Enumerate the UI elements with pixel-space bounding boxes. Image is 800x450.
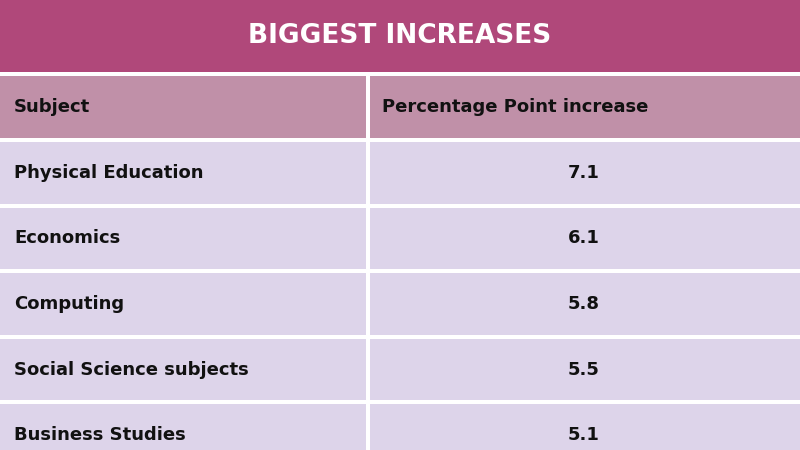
Text: BIGGEST INCREASES: BIGGEST INCREASES <box>248 23 552 49</box>
Bar <box>368 207 800 269</box>
Bar <box>368 273 800 335</box>
Text: 5.5: 5.5 <box>568 360 600 378</box>
Bar <box>0 335 800 339</box>
Text: Social Science subjects: Social Science subjects <box>14 360 249 378</box>
Bar <box>0 207 368 269</box>
Bar <box>0 203 800 207</box>
Text: 5.8: 5.8 <box>568 295 600 313</box>
Text: 7.1: 7.1 <box>568 164 600 182</box>
Text: Economics: Economics <box>14 230 120 248</box>
Bar <box>0 339 368 400</box>
Bar <box>0 72 800 76</box>
Bar <box>0 138 800 142</box>
Text: Subject: Subject <box>14 98 90 116</box>
Bar <box>368 76 800 138</box>
Bar <box>0 405 368 450</box>
Bar <box>368 405 800 450</box>
Text: Percentage Point increase: Percentage Point increase <box>382 98 648 116</box>
Bar <box>366 207 370 269</box>
Bar <box>366 76 370 138</box>
Bar <box>0 0 800 72</box>
Bar <box>0 400 800 405</box>
Text: 6.1: 6.1 <box>568 230 600 248</box>
Bar <box>0 273 368 335</box>
Bar <box>0 142 368 203</box>
Bar <box>366 273 370 335</box>
Text: 5.1: 5.1 <box>568 426 600 444</box>
Bar <box>0 76 368 138</box>
Bar <box>368 142 800 203</box>
Text: Physical Education: Physical Education <box>14 164 203 182</box>
Bar <box>368 339 800 400</box>
Bar <box>366 142 370 203</box>
Bar <box>0 269 800 273</box>
Bar <box>366 339 370 400</box>
Text: Business Studies: Business Studies <box>14 426 186 444</box>
Bar <box>366 405 370 450</box>
Text: Computing: Computing <box>14 295 124 313</box>
